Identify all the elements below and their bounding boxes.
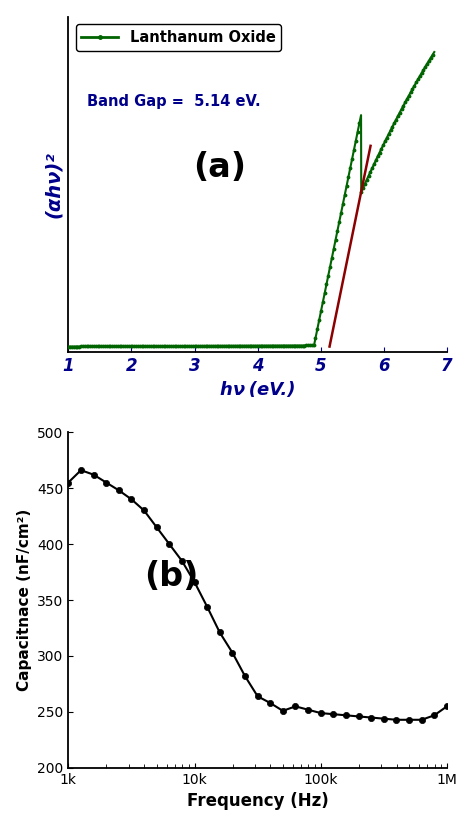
X-axis label: Frequency (Hz): Frequency (Hz) xyxy=(187,792,328,810)
Y-axis label: (αhν)²: (αhν)² xyxy=(44,151,63,218)
Text: (b): (b) xyxy=(144,560,199,593)
Text: (a): (a) xyxy=(193,151,246,184)
X-axis label: hν (eV.): hν (eV.) xyxy=(220,381,295,399)
Y-axis label: Capacitnace (nF/cm²): Capacitnace (nF/cm²) xyxy=(17,509,32,691)
Legend: Lanthanum Oxide: Lanthanum Oxide xyxy=(76,24,281,50)
Text: Band Gap =  5.14 eV.: Band Gap = 5.14 eV. xyxy=(87,94,261,109)
